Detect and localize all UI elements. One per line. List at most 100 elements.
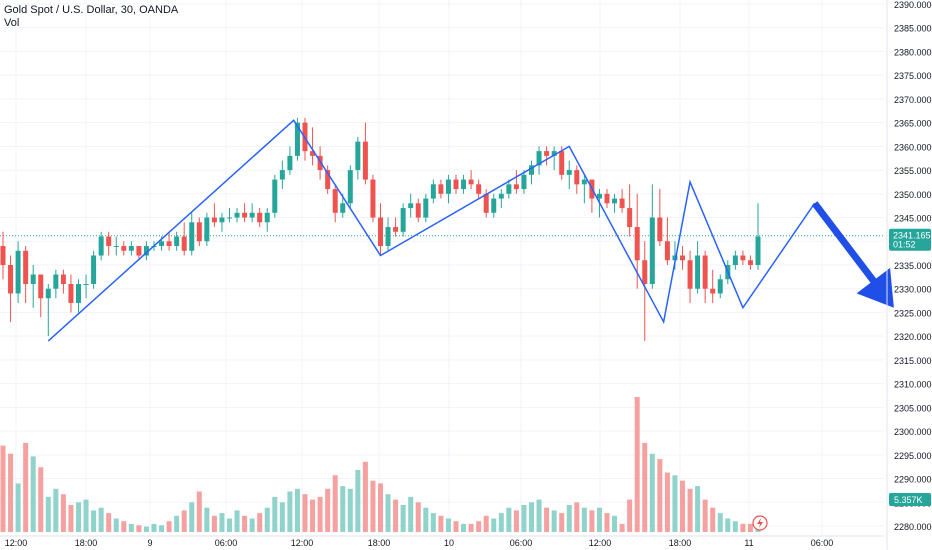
volume-bar [445, 518, 451, 532]
volume-bar [287, 491, 293, 532]
candle-body [642, 260, 648, 284]
volume-bar [589, 510, 595, 532]
volume-bar [559, 513, 565, 532]
volume-indicator-label[interactable]: Vol [4, 17, 20, 29]
zigzag-line [47, 119, 816, 342]
lightning-glyph [757, 518, 763, 528]
candle-body [347, 170, 353, 204]
volume-bar [294, 488, 300, 532]
volume-bar [166, 521, 172, 532]
candle-body [257, 212, 263, 223]
volume-bar [415, 502, 421, 532]
candle-body [287, 155, 293, 171]
price-tick-label: 2290.000 [894, 475, 932, 485]
volume-bar [151, 523, 157, 532]
volume-bar [544, 507, 550, 532]
price-tick-label: 2310.000 [894, 380, 932, 390]
time-axis[interactable]: 12:00 18:00 9 06:00 12:00 18:00 10 06:00 12:00 18… [0, 535, 884, 548]
candle-body [574, 170, 580, 185]
candle-body [438, 184, 444, 194]
candle-body [325, 170, 331, 190]
time-tick-label: 06:00 [215, 538, 238, 548]
candle-body [370, 179, 376, 218]
candle-body [53, 274, 59, 289]
price-axis[interactable]: 2390.000 2385.000 2380.000 2375.000 2370.000… [886, 0, 932, 550]
volume-bar [340, 486, 346, 532]
candle-body [461, 179, 467, 190]
volume-bar [347, 488, 353, 532]
candle-body [68, 283, 74, 303]
candle-body [310, 151, 316, 156]
candle-body [227, 217, 232, 219]
volume-bar [566, 505, 572, 532]
price-tick-label: 2330.000 [894, 285, 932, 295]
volume-bar [612, 515, 618, 532]
price-tick-label: 2315.000 [894, 356, 932, 366]
time-tick-label: 12:00 [291, 538, 314, 548]
candle-body [604, 193, 610, 204]
volume-bar [279, 502, 285, 532]
volume-bar [242, 515, 248, 532]
price-tick-label: 2350.000 [894, 190, 932, 200]
volume-bar [106, 513, 112, 532]
symbol-title[interactable]: Gold Spot / U.S. Dollar, 30, OANDA [4, 4, 179, 16]
volume-bar [672, 475, 678, 532]
volume-bar [725, 518, 731, 532]
candle-body [408, 203, 414, 209]
time-tick-label: 12:00 [5, 538, 28, 548]
candle-body [38, 274, 44, 299]
volume-bar [468, 523, 474, 532]
volume-bar [710, 507, 716, 532]
price-tick-label: 2355.000 [894, 166, 932, 176]
price-tick-label: 2345.000 [894, 214, 932, 224]
volume-bar [227, 518, 232, 532]
volume-bar [257, 513, 263, 532]
volume-bar [717, 513, 723, 532]
candle-body [747, 260, 753, 265]
volume-bar [732, 521, 738, 532]
candle-body [445, 179, 451, 194]
volume-bar [438, 515, 444, 532]
volume-bar [0, 445, 6, 532]
volume-bar [60, 494, 66, 532]
candle-body [687, 260, 693, 289]
candle-body [76, 283, 81, 303]
candle-body [378, 217, 383, 247]
bar-countdown: 01:52 [893, 240, 916, 250]
candlesticks [0, 117, 761, 341]
price-tick-label: 2375.000 [894, 71, 932, 81]
volume-bar [68, 505, 74, 532]
time-tick-label: 12:00 [589, 538, 612, 548]
volume-badge [889, 493, 931, 506]
volume-bar [461, 523, 467, 532]
volume-bar [174, 515, 180, 532]
candle-body [23, 250, 29, 284]
volume-bar [362, 461, 368, 532]
trendline-drawings[interactable] [47, 119, 894, 342]
volume-bar [687, 488, 693, 532]
candle-body [551, 151, 557, 156]
candle-body [91, 255, 97, 284]
volume-bar [83, 499, 89, 532]
candle-body [627, 208, 633, 228]
volume-bar [664, 472, 670, 532]
candle-body [264, 212, 270, 223]
volume-badge-value: 5.357K [894, 495, 923, 505]
candle-body [491, 198, 497, 213]
candle-body [45, 288, 51, 299]
candle-body [143, 246, 149, 256]
volume-bar [325, 488, 331, 532]
candle-body [196, 222, 202, 242]
volume-bar [128, 523, 134, 532]
candle-body [121, 246, 127, 251]
volume-bar [98, 507, 104, 532]
candle-body [657, 217, 663, 242]
volume-bar [513, 510, 519, 532]
candle-body [181, 236, 187, 251]
candle-body [702, 255, 708, 289]
volume-bar [476, 521, 482, 532]
candle-body [0, 246, 6, 265]
volume-bar [196, 491, 202, 532]
candle-body [476, 184, 482, 194]
